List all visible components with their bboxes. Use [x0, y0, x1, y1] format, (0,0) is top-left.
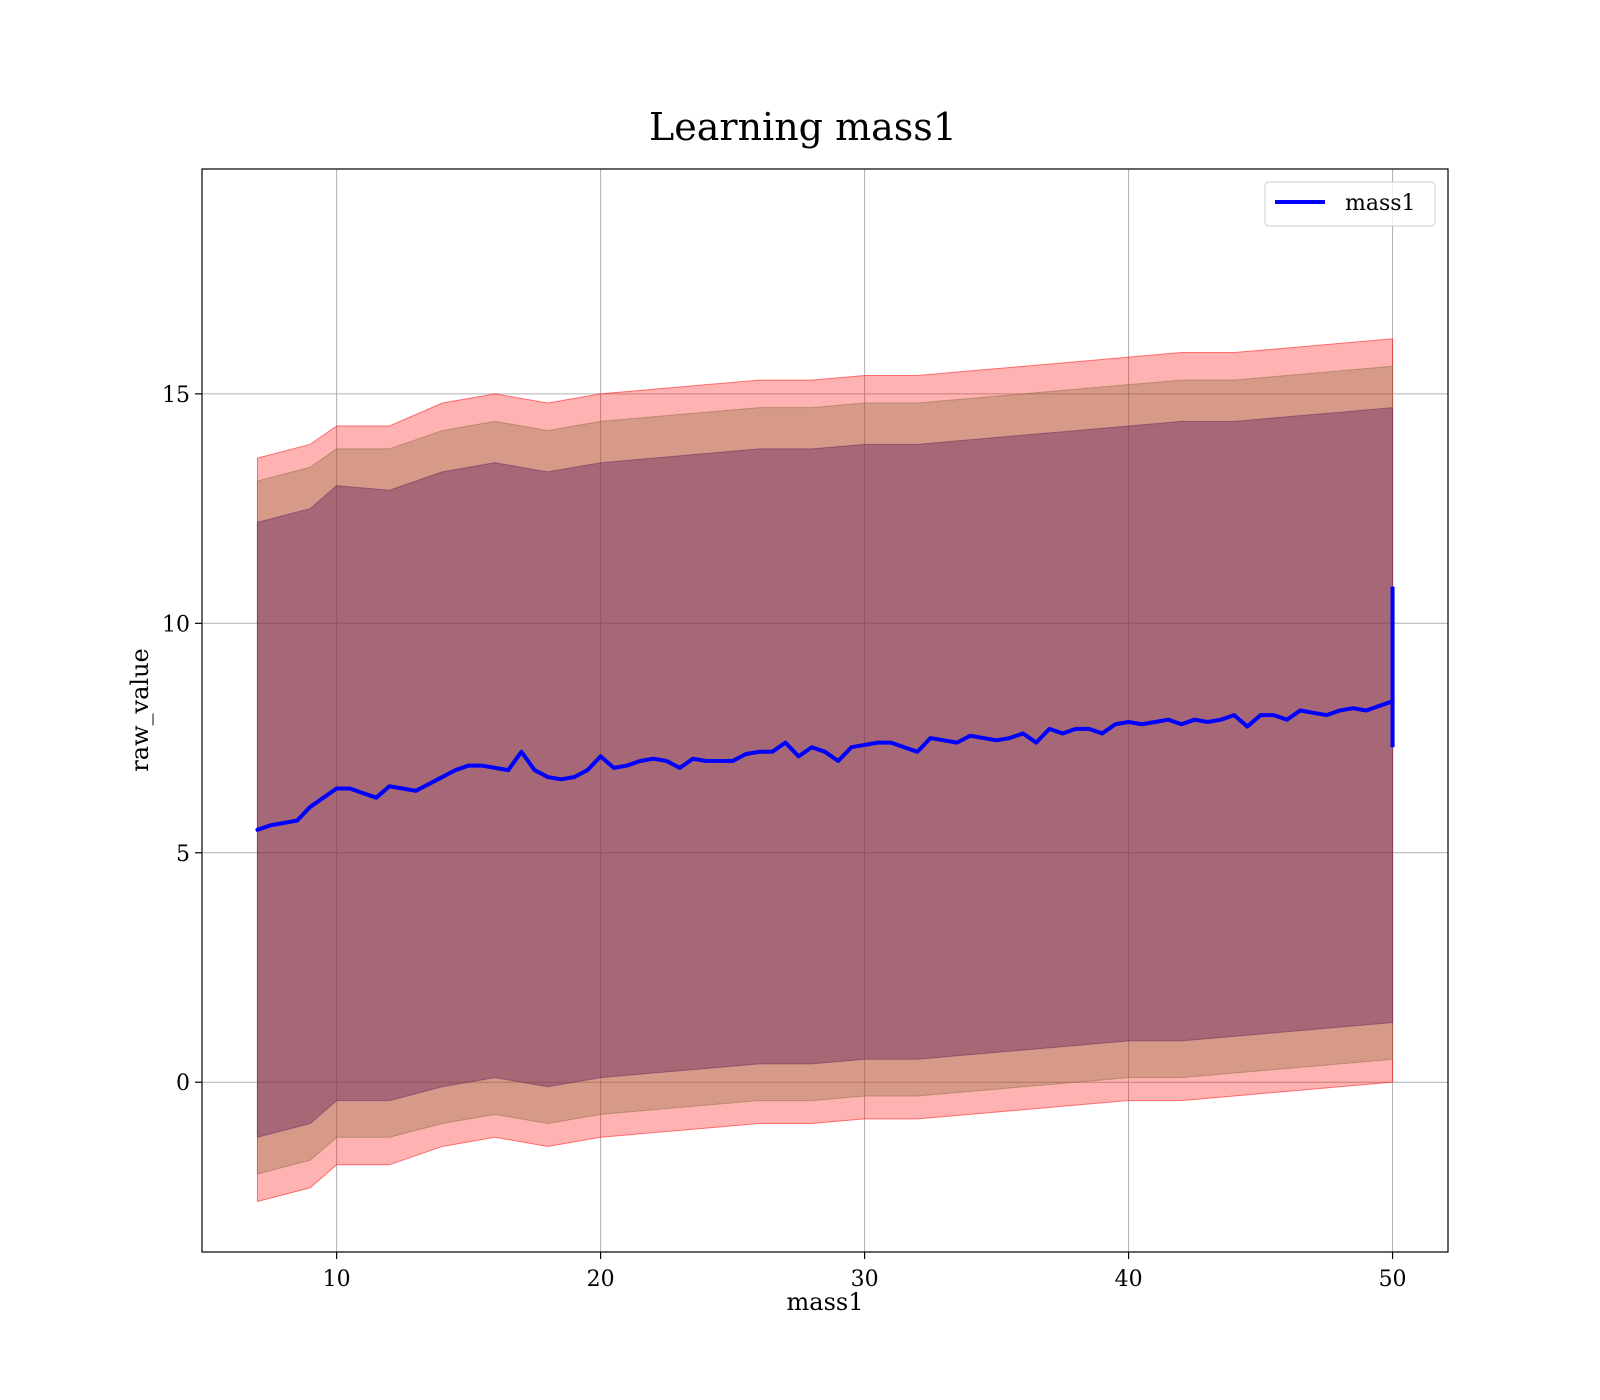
- y-tick-label-2: 10: [162, 612, 190, 637]
- series-lines: [255, 586, 1395, 832]
- legend-label-mass1: mass1: [1345, 191, 1416, 216]
- x-tick-label-0: 10: [323, 1267, 351, 1292]
- y-axis-label: raw_value: [126, 648, 154, 772]
- x-ticks: 10 20 30 40 50: [323, 1252, 1407, 1292]
- series-line-mass1: [255, 699, 1395, 832]
- band-middle: [256, 365, 1394, 1175]
- y-tick-label-1: 5: [176, 842, 190, 867]
- band-outer: [256, 338, 1394, 1203]
- x-tick-label-3: 40: [1115, 1267, 1143, 1292]
- x-tick-label-1: 20: [587, 1267, 615, 1292]
- chart-title: Learning mass1: [649, 105, 957, 149]
- band-inner: [256, 407, 1394, 1138]
- x-axis-label: mass1: [787, 1288, 864, 1316]
- legend-box: [1264, 181, 1436, 227]
- y-tick-label-3: 15: [162, 383, 190, 408]
- uncertainty-bands: [256, 338, 1394, 1203]
- y-ticks: 0 5 10 15: [162, 383, 202, 1096]
- plot-frame: [201, 168, 1449, 1253]
- x-tick-label-2: 30: [851, 1267, 879, 1292]
- y-tick-label-0: 0: [176, 1071, 190, 1096]
- legend: mass1: [1264, 181, 1436, 227]
- x-tick-label-4: 50: [1379, 1267, 1407, 1292]
